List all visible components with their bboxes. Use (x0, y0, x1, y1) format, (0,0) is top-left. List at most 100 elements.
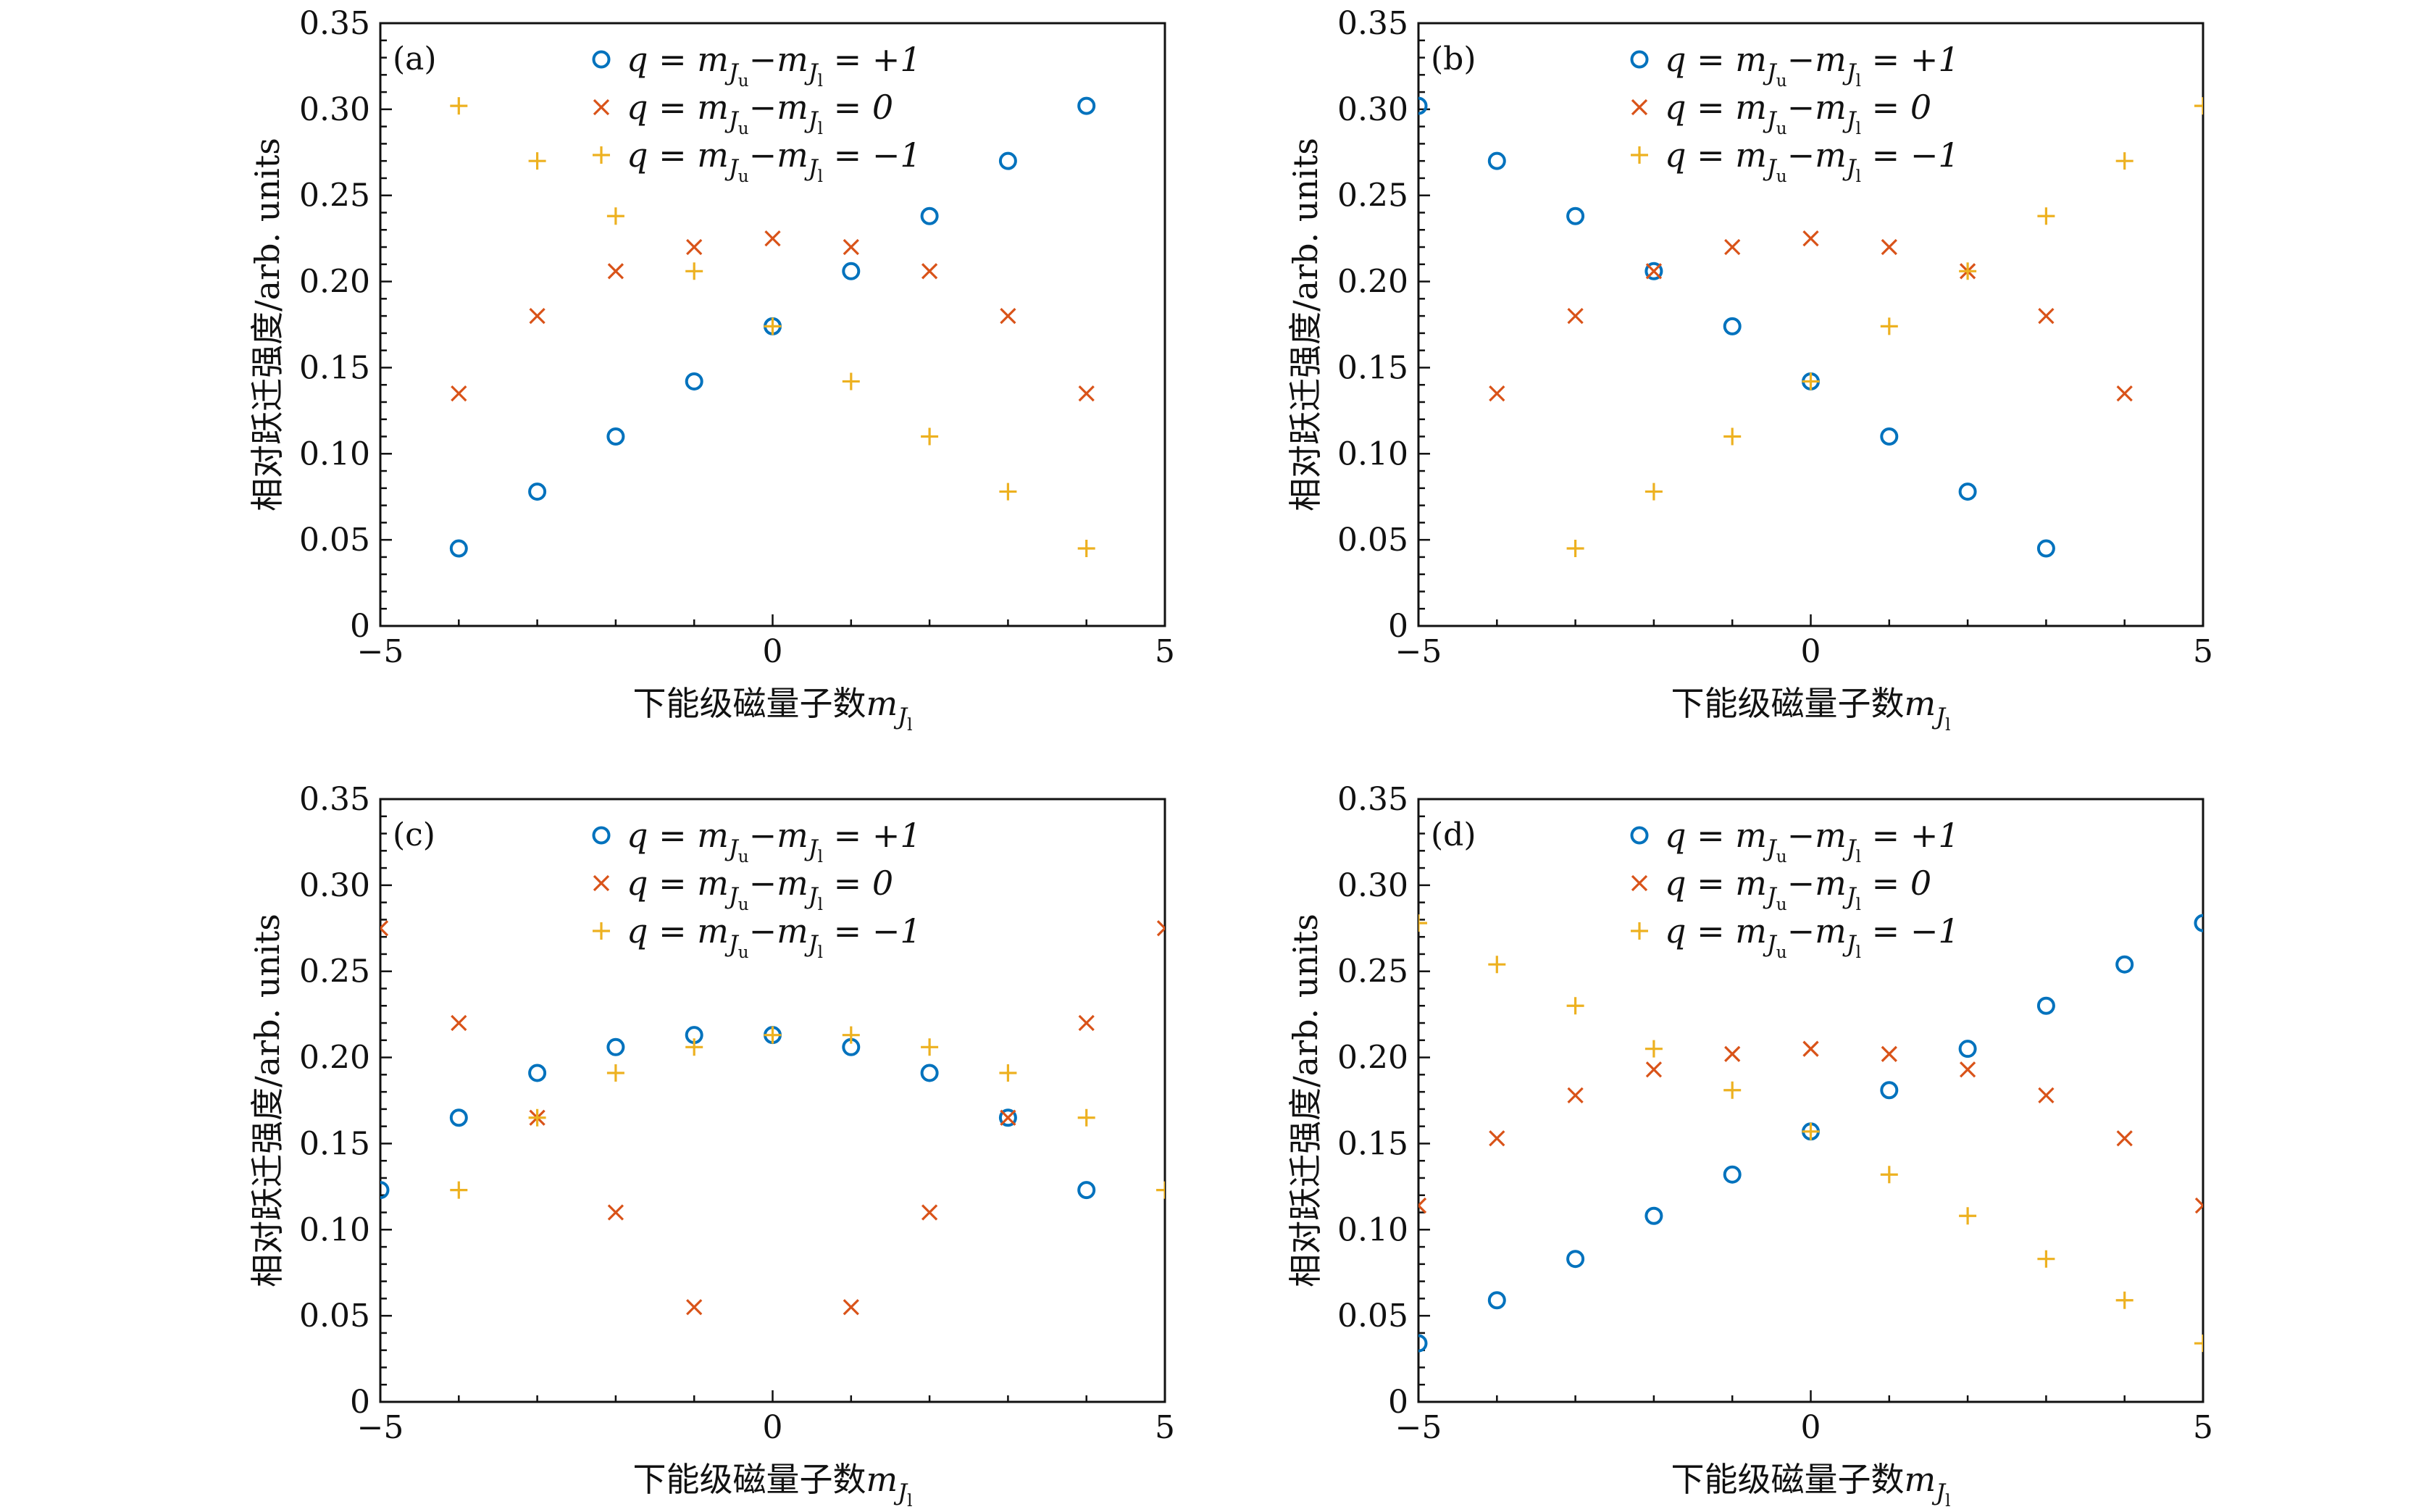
data-point-cross (1489, 385, 1505, 402)
data-point-cross (1567, 307, 1584, 325)
y-tick-label: 0.10 (1337, 1211, 1408, 1248)
y-axis-label: 相对跃迁强度/arb. units (248, 138, 287, 511)
legend-entry: q = mJu−mJl = +1 (627, 816, 921, 866)
y-tick-label: 0.35 (299, 781, 370, 818)
data-point-plus (1723, 427, 1742, 446)
legend-marker-circle (592, 826, 611, 845)
data-point-plus (999, 1064, 1017, 1082)
y-tick-label: 0.20 (299, 1040, 370, 1077)
x-tick-label: 0 (763, 633, 783, 670)
legend-entry: q = mJu−mJl = 0 (1665, 88, 1931, 138)
data-point-plus (2037, 1250, 2055, 1268)
data-point-cross (1078, 385, 1095, 402)
data-point-plus (842, 372, 860, 390)
data-point-circle (1644, 1206, 1663, 1225)
legend-entry: q = mJu−mJl = −1 (627, 911, 921, 962)
y-tick-label: 0.35 (1337, 781, 1408, 818)
data-point-cross (2116, 1130, 2133, 1147)
y-tick-label: 0.10 (1337, 435, 1408, 472)
data-point-circle (1077, 96, 1096, 115)
legend-entry: q = mJu−mJl = 0 (627, 88, 893, 138)
y-axis-label: 相对跃迁强度/arb. units (1286, 914, 1325, 1287)
data-point-plus (1880, 317, 1898, 335)
data-point-cross (1489, 1130, 1505, 1147)
y-axis-label: 相对跃迁强度/arb. units (1286, 138, 1325, 511)
x-tick-label: 0 (1801, 633, 1821, 670)
data-point-cross (921, 1204, 938, 1221)
data-point-circle (1880, 427, 1899, 446)
legend-marker-circle (1630, 826, 1649, 845)
panel-label: (c) (393, 816, 435, 853)
y-tick-label: 0.05 (1337, 1298, 1408, 1335)
y-tick-label: 0.20 (299, 264, 370, 301)
data-point-plus (921, 427, 939, 446)
x-tick-label: 5 (2193, 633, 2213, 670)
data-point-cross (2038, 1087, 2055, 1104)
x-tick-label: −5 (1395, 633, 1442, 670)
data-point-circle (2194, 914, 2203, 932)
data-point-plus (1880, 1166, 1898, 1184)
data-point-plus (921, 1038, 939, 1056)
data-point-plus (999, 483, 1017, 501)
legend-marker-plus (593, 146, 610, 164)
legend-entry: q = mJu−mJl = +1 (1665, 40, 1960, 91)
data-point-cross (1881, 1045, 1897, 1062)
data-point-circle (449, 539, 468, 558)
x-tick-label: −5 (1395, 1409, 1442, 1446)
y-tick-label: 0 (350, 608, 370, 645)
data-point-circle (1723, 317, 1742, 335)
data-point-cross (1881, 238, 1897, 256)
data-point-circle (606, 427, 625, 446)
y-tick-label: 0.10 (299, 1211, 370, 1248)
data-point-cross (1418, 1197, 1427, 1214)
data-point-cross (451, 385, 467, 402)
data-point-circle (842, 262, 861, 280)
data-point-plus (2194, 1335, 2203, 1353)
y-tick-label: 0.35 (299, 5, 370, 42)
data-point-cross (764, 230, 781, 247)
data-point-plus (528, 152, 546, 170)
legend-marker-plus (593, 922, 610, 940)
y-tick-label: 0.05 (299, 522, 370, 559)
y-tick-label: 0 (1388, 608, 1408, 645)
data-point-cross (1078, 1014, 1095, 1032)
legend-marker-circle (1630, 50, 1649, 69)
data-point-cross (380, 920, 389, 937)
y-tick-label: 0.15 (1337, 1125, 1408, 1162)
data-point-plus (764, 1026, 782, 1044)
data-point-circle (1644, 262, 1663, 280)
x-tick-label: −5 (357, 633, 404, 670)
legend-marker-plus (1631, 922, 1648, 940)
data-point-cross (2038, 307, 2055, 325)
data-point-circle (606, 1037, 625, 1056)
data-point-cross (2194, 1197, 2203, 1214)
x-axis-label: 下能级磁量子数mJl (1671, 1460, 1951, 1511)
data-point-cross (1156, 920, 1165, 937)
y-tick-label: 0 (350, 1384, 370, 1421)
legend-marker-cross (1631, 99, 1648, 116)
data-point-plus (1644, 483, 1663, 501)
data-point-cross (686, 1299, 703, 1316)
data-point-plus (1077, 540, 1095, 558)
x-tick-label: 5 (2193, 1409, 2213, 1446)
data-point-cross (1724, 238, 1741, 256)
x-tick-label: −5 (357, 1409, 404, 1446)
data-point-cross (1959, 1061, 1976, 1078)
x-axis-label: 下能级磁量子数mJl (633, 1460, 913, 1511)
y-axis-label: 相对跃迁强度/arb. units (248, 914, 287, 1287)
data-point-plus (1488, 956, 1506, 974)
data-point-circle (1566, 206, 1585, 225)
data-point-plus (606, 1064, 624, 1082)
data-markers (1418, 96, 2203, 558)
data-point-circle (2036, 539, 2055, 558)
data-point-cross (2116, 385, 2133, 402)
legend-entry: q = mJu−mJl = 0 (1665, 864, 1931, 914)
legend-entry: q = mJu−mJl = 0 (627, 864, 893, 914)
data-point-plus (1418, 914, 1427, 932)
data-point-circle (1487, 151, 1506, 170)
y-tick-label: 0.30 (299, 867, 370, 904)
legend-entry: q = mJu−mJl = +1 (1665, 816, 1960, 866)
legend-entry: q = mJu−mJl = −1 (1665, 135, 1960, 186)
data-point-plus (1156, 1181, 1165, 1199)
y-tick-label: 0.15 (1337, 349, 1408, 386)
